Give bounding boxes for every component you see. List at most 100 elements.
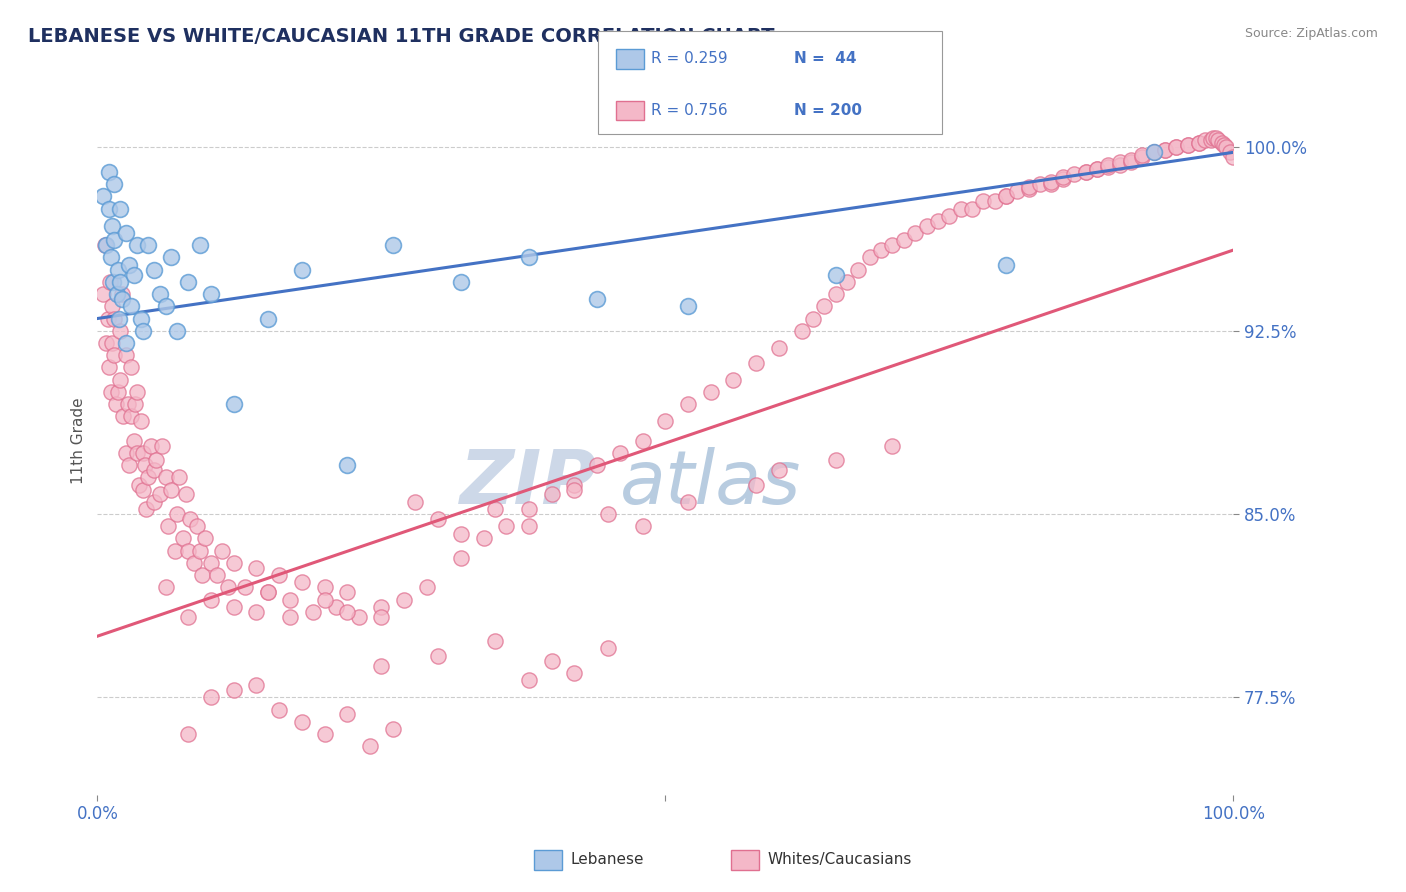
- Point: [107, 384, 129, 399]
- Point: [1194, 133, 1216, 147]
- Point: [132, 446, 155, 460]
- Point: [835, 275, 858, 289]
- Point: [112, 409, 135, 424]
- Point: [132, 483, 155, 497]
- Point: [1097, 160, 1119, 174]
- Point: [598, 507, 620, 521]
- Point: [245, 678, 267, 692]
- Point: [118, 258, 141, 272]
- Point: [101, 219, 124, 233]
- Text: N =  44: N = 44: [794, 52, 856, 66]
- Point: [139, 439, 162, 453]
- Point: [143, 463, 166, 477]
- Point: [166, 324, 188, 338]
- Point: [564, 483, 586, 497]
- Point: [1177, 138, 1199, 153]
- Point: [222, 683, 245, 698]
- Point: [129, 414, 152, 428]
- Point: [245, 561, 267, 575]
- Point: [107, 262, 129, 277]
- Point: [359, 739, 381, 754]
- Text: R = 0.756: R = 0.756: [651, 103, 727, 118]
- Point: [122, 268, 145, 282]
- Point: [745, 355, 768, 369]
- Point: [381, 722, 404, 736]
- Point: [1108, 157, 1130, 171]
- Point: [135, 502, 157, 516]
- Point: [186, 519, 208, 533]
- Point: [105, 287, 128, 301]
- Point: [1074, 165, 1097, 179]
- Point: [138, 470, 160, 484]
- Point: [172, 532, 194, 546]
- Point: [200, 592, 222, 607]
- Point: [138, 238, 160, 252]
- Point: [1166, 140, 1188, 154]
- Point: [200, 556, 222, 570]
- Point: [98, 275, 121, 289]
- Point: [100, 251, 122, 265]
- Point: [676, 299, 699, 313]
- Point: [631, 519, 654, 533]
- Point: [995, 189, 1018, 203]
- Point: [564, 665, 586, 680]
- Text: Source: ZipAtlas.com: Source: ZipAtlas.com: [1244, 27, 1378, 40]
- Point: [200, 287, 222, 301]
- Point: [609, 446, 631, 460]
- Point: [280, 592, 302, 607]
- Point: [103, 233, 125, 247]
- Point: [893, 233, 915, 247]
- Point: [1097, 157, 1119, 171]
- Point: [586, 458, 609, 472]
- Point: [233, 580, 256, 594]
- Point: [972, 194, 994, 209]
- Point: [91, 189, 114, 203]
- Point: [745, 477, 768, 491]
- Point: [111, 292, 134, 306]
- Point: [676, 397, 699, 411]
- Point: [1188, 136, 1211, 150]
- Point: [108, 373, 131, 387]
- Point: [1040, 177, 1063, 191]
- Point: [790, 324, 813, 338]
- Point: [108, 202, 131, 216]
- Point: [1040, 175, 1063, 189]
- Point: [160, 483, 183, 497]
- Point: [1208, 133, 1230, 147]
- Point: [128, 477, 150, 491]
- Point: [280, 609, 302, 624]
- Point: [1130, 150, 1153, 164]
- Point: [245, 605, 267, 619]
- Point: [291, 714, 314, 729]
- Point: [155, 470, 177, 484]
- Point: [188, 543, 211, 558]
- Point: [101, 299, 124, 313]
- Point: [325, 599, 347, 614]
- Point: [101, 335, 124, 350]
- Point: [517, 502, 540, 516]
- Point: [188, 238, 211, 252]
- Point: [143, 262, 166, 277]
- Point: [108, 275, 131, 289]
- Point: [1130, 148, 1153, 162]
- Point: [267, 568, 290, 582]
- Point: [1052, 169, 1074, 184]
- Point: [108, 311, 131, 326]
- Point: [1085, 162, 1108, 177]
- Point: [392, 592, 415, 607]
- Point: [104, 397, 127, 411]
- Point: [114, 446, 136, 460]
- Point: [631, 434, 654, 448]
- Point: [813, 299, 835, 313]
- Point: [768, 341, 790, 355]
- Point: [1119, 155, 1142, 169]
- Point: [824, 453, 846, 467]
- Point: [1154, 143, 1177, 157]
- Point: [100, 384, 122, 399]
- Point: [859, 251, 882, 265]
- Point: [1063, 167, 1085, 181]
- Point: [256, 585, 278, 599]
- Point: [149, 487, 172, 501]
- Point: [127, 238, 149, 252]
- Point: [768, 463, 790, 477]
